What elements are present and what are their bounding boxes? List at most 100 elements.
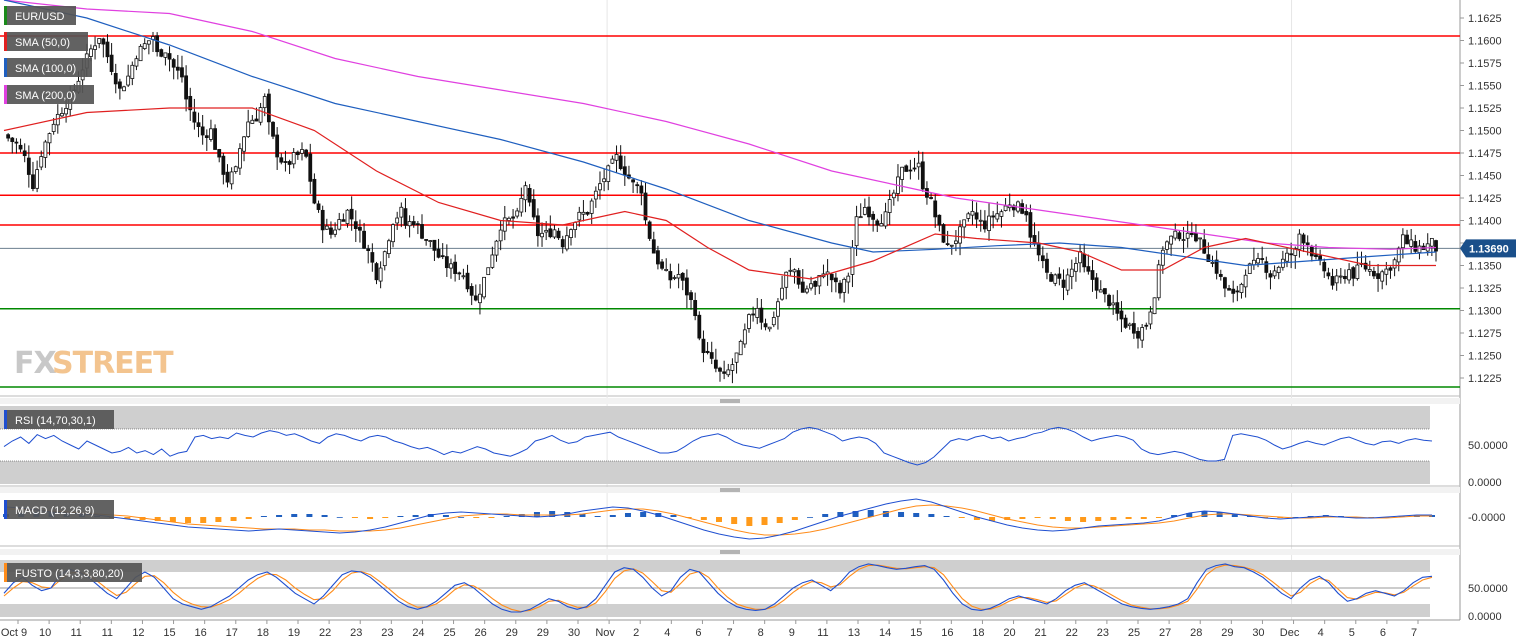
candle-body — [813, 280, 818, 287]
candle-body — [1272, 270, 1277, 277]
price-tick-label: 1.1275 — [1468, 328, 1502, 340]
x-tick-label: 7 — [726, 627, 732, 639]
price-tick-label: 1.1225 — [1468, 373, 1502, 385]
rsi-overbought-band — [0, 406, 1430, 429]
symbol-badge-bg — [4, 6, 76, 25]
x-tick-label: 7 — [1411, 627, 1417, 639]
macd-histogram-bar — [609, 515, 616, 517]
candle-body — [113, 73, 118, 85]
candle-body — [618, 155, 623, 170]
candle-body — [1309, 245, 1314, 257]
macd-histogram-bar — [624, 513, 631, 517]
candle-body — [1330, 276, 1335, 286]
candle-body — [1169, 235, 1174, 245]
candle-body — [1218, 274, 1223, 277]
rsi-oversold-band — [0, 461, 1430, 484]
candle-body — [1032, 235, 1037, 244]
candle-body — [1380, 271, 1385, 282]
macd-histogram-bar — [1034, 517, 1041, 518]
price-tick-label: 1.1400 — [1468, 216, 1502, 228]
macd-histogram-bar — [746, 517, 753, 526]
candle-body — [163, 52, 168, 58]
macd-histogram-bar — [291, 514, 298, 517]
macd-signal-line — [6, 504, 1432, 536]
x-tick-label: 9 — [789, 627, 795, 639]
candle-body — [387, 240, 391, 255]
candle-body — [850, 247, 855, 275]
candle-body — [809, 283, 813, 289]
x-tick-label: 29 — [506, 627, 518, 639]
candle-body — [879, 223, 884, 227]
candle-body — [941, 224, 946, 243]
price-tick-label: 1.1500 — [1468, 126, 1502, 138]
macd-histogram-bar — [776, 517, 783, 523]
candle-body — [180, 67, 184, 78]
macd-histogram-bar — [1246, 516, 1253, 517]
candle-body — [854, 216, 859, 247]
candle-body — [490, 254, 495, 268]
symbol-badge-color — [4, 6, 7, 25]
fusto-lower-band — [0, 604, 1430, 617]
candle-body — [1264, 261, 1269, 273]
candle-body — [1165, 241, 1169, 250]
candle-body — [842, 278, 847, 293]
macd-histogram-bar — [1201, 511, 1208, 517]
candle-body — [1049, 274, 1053, 282]
fusto-d-line — [3, 564, 1433, 613]
candle-body — [1223, 277, 1227, 289]
candle-body — [751, 313, 756, 316]
candle-body — [171, 59, 176, 68]
candle-body — [1115, 302, 1120, 314]
candle-body — [6, 134, 11, 139]
candle-body — [320, 209, 325, 231]
candle-body — [978, 219, 983, 222]
sma50-badge-color — [4, 32, 7, 51]
candle-body — [1136, 330, 1140, 339]
x-tick-label: 4 — [664, 627, 670, 639]
candle-body — [1053, 274, 1058, 284]
macd-histogram-bar — [1095, 517, 1102, 521]
candle-body — [962, 219, 967, 228]
candle-body — [122, 86, 126, 92]
candle-body — [242, 136, 246, 152]
fusto-k-line — [3, 563, 1433, 613]
candle-body — [308, 153, 313, 182]
sma-100-line — [3, 0, 1437, 267]
x-tick-label: 25 — [1128, 627, 1140, 639]
macd-histogram-bar — [351, 517, 358, 518]
candle-body — [883, 211, 888, 227]
candle-body — [362, 230, 366, 249]
price-tick-label: 1.1525 — [1468, 103, 1502, 115]
candle-body — [564, 235, 569, 250]
candle-body — [246, 121, 251, 137]
macd-histogram-bar — [716, 517, 722, 522]
candle-body — [1173, 230, 1178, 239]
candle-body — [1434, 240, 1438, 252]
candle-body — [478, 293, 482, 304]
macd-histogram-bar — [640, 512, 647, 517]
sma-200-line — [3, 0, 1437, 250]
candle-body — [1214, 259, 1219, 274]
candle-body — [1111, 302, 1116, 306]
price-tick-label: 1.1325 — [1468, 283, 1502, 295]
candle-body — [395, 217, 400, 224]
candle-body — [225, 171, 230, 183]
price-tick-label: 1.1450 — [1468, 171, 1502, 183]
candle-body — [701, 338, 706, 354]
macd-histogram-bar — [852, 511, 859, 517]
macd-histogram-bar — [807, 517, 814, 518]
candle-body — [494, 240, 499, 256]
candle-body — [833, 277, 838, 283]
candle-body — [747, 314, 751, 329]
macd-histogram-bar — [761, 517, 768, 525]
candle-body — [1082, 253, 1087, 268]
last-price-label: 1.13690 — [1469, 243, 1509, 255]
candle-body — [250, 119, 255, 124]
x-tick-label: 18 — [257, 627, 269, 639]
x-tick-label: 24 — [412, 627, 424, 639]
candle-body — [900, 166, 905, 180]
macd-histogram-bar — [1049, 517, 1056, 519]
candle-body — [734, 352, 739, 363]
sma50-badge-bg — [4, 32, 88, 51]
